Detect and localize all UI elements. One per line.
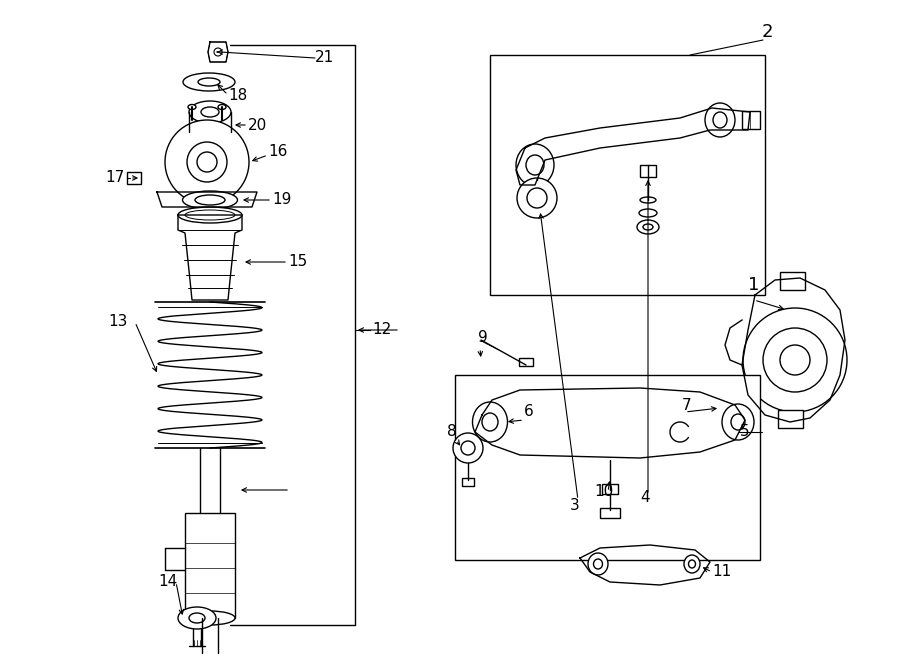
Ellipse shape xyxy=(684,555,700,573)
Text: 15: 15 xyxy=(288,254,307,270)
Ellipse shape xyxy=(705,103,735,137)
Text: 9: 9 xyxy=(478,330,488,346)
Text: 13: 13 xyxy=(108,315,128,329)
Bar xyxy=(462,478,474,486)
Ellipse shape xyxy=(189,613,205,623)
Ellipse shape xyxy=(637,220,659,234)
Ellipse shape xyxy=(189,125,231,139)
Bar xyxy=(519,358,533,366)
Bar xyxy=(490,55,765,295)
Bar xyxy=(185,513,235,618)
Circle shape xyxy=(780,345,810,375)
Ellipse shape xyxy=(189,101,231,123)
Ellipse shape xyxy=(643,224,653,230)
Ellipse shape xyxy=(185,611,235,625)
Bar xyxy=(742,111,760,129)
Text: 3: 3 xyxy=(570,498,580,512)
Circle shape xyxy=(165,120,249,204)
Text: 1: 1 xyxy=(748,276,760,294)
Circle shape xyxy=(187,142,227,182)
Bar xyxy=(778,410,803,428)
Bar xyxy=(780,272,805,290)
Ellipse shape xyxy=(731,414,745,430)
Circle shape xyxy=(517,178,557,218)
Circle shape xyxy=(527,188,547,208)
Text: 11: 11 xyxy=(712,564,731,580)
Ellipse shape xyxy=(640,197,656,203)
Ellipse shape xyxy=(713,112,727,128)
Ellipse shape xyxy=(472,402,508,442)
Text: 18: 18 xyxy=(228,87,248,102)
Ellipse shape xyxy=(526,155,544,175)
Text: 8: 8 xyxy=(447,424,456,440)
Text: 21: 21 xyxy=(315,50,334,65)
Ellipse shape xyxy=(516,144,554,186)
Circle shape xyxy=(461,441,475,455)
Ellipse shape xyxy=(195,195,225,205)
Bar xyxy=(455,375,760,560)
Bar xyxy=(602,484,618,494)
Text: 7: 7 xyxy=(682,397,691,412)
Ellipse shape xyxy=(178,607,216,629)
Bar xyxy=(640,165,656,177)
Bar xyxy=(127,172,141,184)
Ellipse shape xyxy=(639,209,657,217)
Text: 4: 4 xyxy=(640,490,650,506)
Circle shape xyxy=(763,328,827,392)
Polygon shape xyxy=(208,42,228,62)
Text: 16: 16 xyxy=(268,145,287,159)
Ellipse shape xyxy=(198,78,220,86)
Text: 12: 12 xyxy=(372,323,392,338)
Ellipse shape xyxy=(188,104,196,110)
Ellipse shape xyxy=(593,559,602,569)
Ellipse shape xyxy=(183,73,235,91)
Ellipse shape xyxy=(183,191,238,209)
Text: 17: 17 xyxy=(105,171,124,186)
Circle shape xyxy=(197,152,217,172)
Ellipse shape xyxy=(178,207,242,223)
Circle shape xyxy=(453,433,483,463)
Ellipse shape xyxy=(588,553,608,575)
Text: 2: 2 xyxy=(762,23,773,41)
Text: 6: 6 xyxy=(524,405,534,420)
Ellipse shape xyxy=(201,107,219,117)
Text: 19: 19 xyxy=(272,192,292,208)
Ellipse shape xyxy=(218,104,226,110)
Ellipse shape xyxy=(482,413,498,431)
Text: 20: 20 xyxy=(248,118,267,132)
Circle shape xyxy=(743,308,847,412)
Ellipse shape xyxy=(722,404,754,440)
Text: 5: 5 xyxy=(740,424,750,440)
Text: 14: 14 xyxy=(158,574,177,590)
Bar xyxy=(600,508,620,518)
Ellipse shape xyxy=(688,560,696,568)
Text: 10: 10 xyxy=(594,485,613,500)
